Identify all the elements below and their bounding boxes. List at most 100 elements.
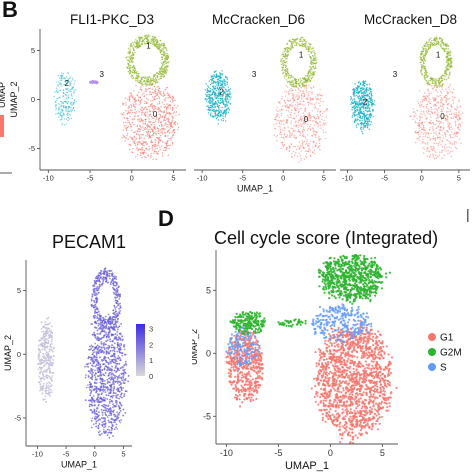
cluster0-point — [149, 104, 152, 106]
cluster2-point — [217, 85, 219, 87]
cluster2-point — [350, 97, 353, 99]
cluster1-point — [146, 76, 148, 78]
cluster1-point — [282, 59, 285, 62]
cluster1-point — [434, 43, 436, 45]
cluster2-point — [207, 93, 209, 96]
pecam1-point — [39, 387, 42, 390]
cluster0-point — [323, 123, 325, 125]
cluster0-point — [424, 132, 426, 134]
cluster1-point — [153, 74, 155, 76]
cluster2-point — [361, 131, 363, 133]
cluster0-point — [427, 109, 429, 112]
cluster0-point — [151, 102, 153, 105]
cluster2-point — [65, 94, 67, 96]
cluster2-point — [225, 112, 227, 114]
cluster0-point — [286, 104, 288, 106]
cluster1-point — [446, 43, 448, 45]
pecam1-point — [116, 350, 119, 353]
cluster1-point — [291, 43, 293, 46]
cluster2-point — [54, 105, 57, 108]
cluster1-point — [145, 82, 147, 84]
cluster0-point — [291, 133, 294, 135]
cluster2-point — [209, 83, 212, 86]
cluster0-point — [295, 120, 297, 123]
cluster1-point — [163, 75, 166, 77]
cluster1-point — [150, 80, 152, 83]
cluster0-point — [281, 98, 283, 100]
cluster2-point — [359, 116, 361, 119]
cluster2-point — [226, 83, 228, 85]
pecam1-point — [42, 377, 44, 380]
pecam1-point — [116, 376, 119, 379]
cluster2-point — [62, 95, 65, 98]
cluster0-point — [166, 118, 168, 120]
cluster1-point — [143, 79, 146, 82]
cluster2-point — [71, 95, 73, 98]
cluster-label-1: 1 — [299, 50, 304, 59]
cluster0-point — [298, 141, 300, 143]
cluster2-point — [366, 110, 368, 112]
cluster0-point — [447, 86, 450, 89]
pecam1-point — [37, 368, 40, 371]
cluster0-point — [145, 85, 147, 87]
pecam1-point — [50, 391, 53, 393]
cluster2-point — [366, 99, 369, 102]
cluster0-point — [151, 96, 154, 98]
cluster0-point — [290, 120, 293, 122]
cluster1-point — [148, 83, 150, 86]
cluster0-point — [314, 105, 317, 108]
cluster1-point — [313, 67, 315, 69]
cluster0-point — [309, 113, 311, 115]
cluster1-point — [139, 80, 141, 82]
cluster0-point — [441, 151, 443, 153]
cluster0-point — [149, 126, 152, 128]
cluster2-point — [65, 82, 67, 84]
cluster2-point — [68, 110, 71, 113]
cluster2-point — [62, 89, 64, 91]
pecam1-point — [115, 394, 118, 397]
cluster0-point — [418, 90, 421, 92]
cluster0-point — [292, 130, 295, 132]
cluster0-point — [425, 100, 427, 102]
cluster0-point — [128, 149, 131, 151]
cluster1-point — [302, 77, 304, 79]
cluster1-point — [307, 48, 309, 50]
cluster2-point — [61, 109, 63, 112]
cluster0-point — [132, 95, 134, 97]
pecam1-point — [93, 404, 96, 407]
cluster0-point — [420, 116, 422, 118]
cluster0-point — [132, 118, 134, 120]
cluster0-point — [277, 119, 279, 122]
cluster0-point — [317, 115, 319, 118]
cluster0-point — [454, 121, 456, 124]
cluster2-point — [221, 70, 223, 72]
pecam1-point — [38, 362, 41, 365]
cluster2-point — [53, 95, 55, 98]
cluster1-point — [134, 66, 136, 68]
cluster0-point — [276, 134, 279, 137]
cluster2-point — [225, 88, 227, 90]
cluster2-point — [205, 93, 207, 96]
cluster1-point — [165, 67, 168, 70]
cluster2-point — [70, 93, 73, 95]
cluster1-point — [283, 69, 285, 71]
cluster2-point — [211, 89, 214, 91]
cluster0-point — [426, 150, 428, 152]
cluster0-point — [420, 131, 422, 133]
cluster0-point — [292, 150, 295, 153]
cluster0-point — [429, 138, 431, 141]
cluster2-point — [368, 101, 371, 103]
cluster1-point — [156, 79, 158, 81]
cluster1-point — [304, 85, 306, 87]
cluster-label-2: 2 — [219, 88, 224, 97]
cluster0-point — [168, 111, 171, 114]
cluster0-point — [166, 86, 168, 89]
cluster2-point — [215, 97, 217, 99]
cluster0-point — [127, 138, 129, 141]
cluster1-point — [315, 57, 317, 59]
cluster1-point — [146, 42, 148, 45]
pecam1-low-group — [37, 316, 55, 403]
cluster2-point — [359, 119, 361, 122]
cluster0-point — [284, 127, 286, 129]
cluster0-point — [317, 98, 319, 100]
